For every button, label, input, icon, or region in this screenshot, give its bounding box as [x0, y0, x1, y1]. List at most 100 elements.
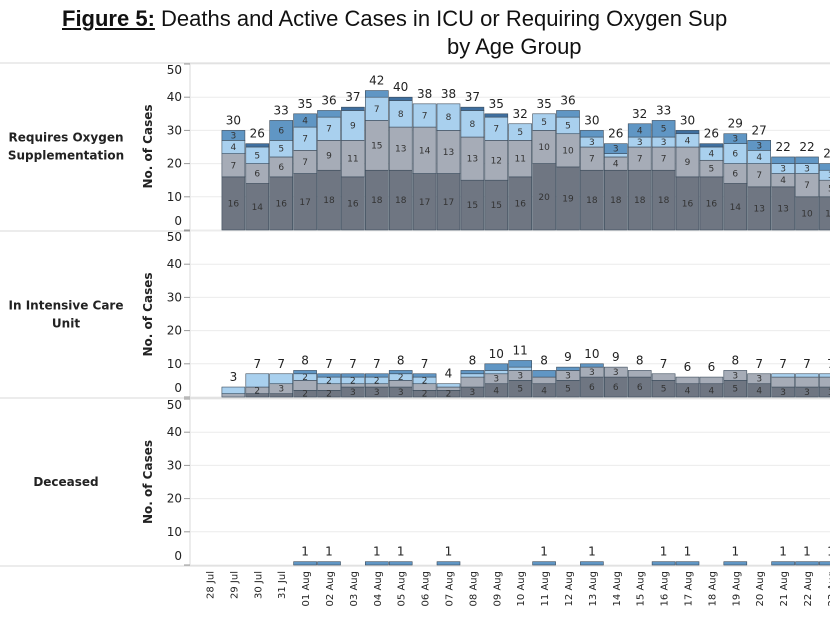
bar-segment	[795, 376, 819, 388]
row-label-1: In Intensive Care	[9, 299, 124, 313]
total-label: 8	[469, 353, 477, 367]
x-tick-label: 10 Aug	[516, 571, 527, 606]
bar-segment	[580, 130, 604, 138]
total-label: 37	[345, 90, 360, 104]
segment-label: 16	[275, 199, 287, 209]
total-label: 35	[489, 97, 504, 111]
x-tick-label: 01 Aug	[301, 571, 312, 606]
x-tick-label: 08 Aug	[468, 571, 479, 606]
segment-label: 7	[302, 158, 308, 168]
y-tick-label: 10	[167, 190, 182, 204]
bar-segment	[699, 376, 724, 385]
segment-label: 5	[661, 385, 667, 395]
segment-label: 10	[825, 209, 830, 219]
segment-label: 3	[637, 138, 643, 148]
bar-segment	[603, 366, 628, 378]
bar-segment	[436, 383, 461, 388]
segment-label: 5	[709, 165, 715, 175]
row-label-0: Supplementation	[8, 149, 124, 163]
bar-segment	[364, 373, 389, 378]
x-tick-label: 16 Aug	[660, 571, 671, 606]
total-label: 9	[564, 350, 572, 364]
x-tick-label: 18 Aug	[707, 571, 718, 606]
segment-label: 7	[422, 111, 428, 121]
total-label: 7	[779, 357, 787, 371]
segment-label: 7	[661, 155, 667, 165]
x-tick-label: 29 Jul	[229, 571, 240, 599]
segment-label: 10	[801, 209, 813, 219]
total-label: 26	[250, 127, 265, 141]
x-tick-label: 23 Aug	[827, 571, 830, 606]
y-tick-label: 30	[167, 290, 182, 304]
bar-segment	[723, 370, 748, 381]
title-line-1: Deaths and Active Cases in ICU or Requir…	[154, 6, 728, 31]
segment-label: 2	[326, 376, 332, 386]
bar-segment	[819, 179, 830, 198]
segment-label: 2	[350, 376, 356, 386]
segment-label: 3	[780, 388, 786, 398]
segment-label: 4	[685, 386, 691, 396]
bar-segment	[675, 130, 700, 135]
y-tick-label: 20	[167, 157, 182, 171]
total-label: 9	[612, 350, 620, 364]
total-label: 8	[636, 353, 644, 367]
segment-label: 13	[443, 148, 454, 158]
bar-segment	[819, 163, 830, 171]
total-label: 7	[827, 357, 830, 371]
y-tick-label: 10	[167, 525, 182, 539]
row-label-2: Deceased	[33, 475, 98, 489]
segment-label: 2	[326, 390, 332, 400]
segment-label: 16	[682, 199, 694, 209]
segment-label: 10	[562, 146, 574, 156]
y-tick-label: 50	[167, 63, 182, 77]
total-label: 22	[799, 140, 814, 154]
total-label: 7	[803, 357, 811, 371]
segment-label: 4	[231, 143, 237, 153]
total-label: 38	[417, 87, 432, 101]
bar-segment	[532, 376, 556, 385]
bar-segment	[484, 370, 509, 375]
segment-label: 3	[350, 388, 356, 398]
segment-label: 8	[470, 120, 476, 130]
segment-label: 4	[493, 386, 499, 396]
total-label: 11	[513, 343, 528, 357]
total-label: 33	[274, 103, 289, 117]
y-tick-label: 0	[174, 381, 182, 395]
bar-segment	[819, 196, 830, 231]
total-label: 7	[660, 357, 668, 371]
bar-segment	[771, 376, 795, 388]
total-label: 6	[684, 360, 692, 374]
total-label: 6	[708, 360, 716, 374]
bar-segment	[436, 103, 461, 131]
segment-label: 2	[398, 373, 404, 383]
segment-label: 18	[586, 196, 598, 206]
segment-label: 3	[589, 368, 595, 378]
bar-segment	[436, 561, 461, 566]
total-label: 26	[608, 127, 623, 141]
bar-segment	[317, 561, 341, 566]
segment-label: 3	[231, 131, 237, 141]
bar-segment	[460, 106, 485, 111]
bar-segment	[795, 561, 819, 566]
segment-label: 6	[254, 170, 260, 180]
bar-segment	[627, 370, 652, 378]
bar-segment	[341, 373, 365, 378]
bar-segment	[341, 106, 365, 111]
segment-label: 7	[493, 125, 499, 135]
segment-label: 18	[323, 196, 335, 206]
bar-segment	[580, 561, 604, 566]
total-label: 7	[253, 357, 261, 371]
segment-label: 11	[514, 155, 525, 165]
x-tick-label: 04 Aug	[373, 571, 384, 606]
segment-label: 6	[732, 170, 738, 180]
segment-label: 4	[541, 386, 547, 396]
y-tick-label: 0	[174, 214, 182, 228]
bar-segment	[699, 143, 724, 148]
segment-label: 16	[228, 199, 240, 209]
segment-label: 5	[828, 185, 830, 195]
bar-segment	[221, 130, 246, 141]
total-label: 27	[752, 123, 767, 137]
bar-segment	[795, 373, 819, 378]
segment-label: 4	[685, 136, 691, 146]
segment-label: 8	[446, 113, 452, 123]
